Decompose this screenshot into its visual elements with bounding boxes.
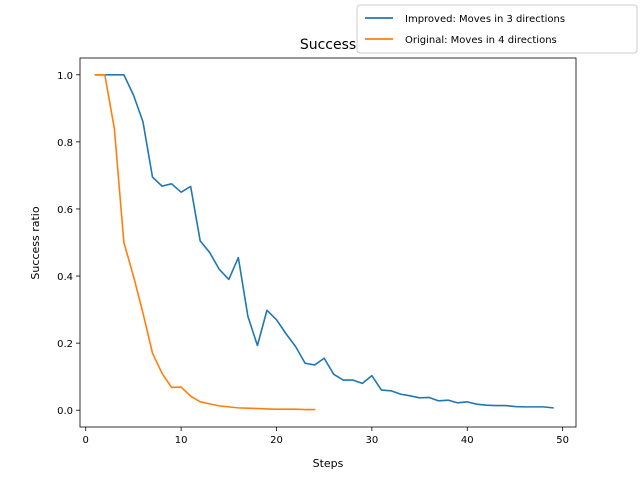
legend-entry-original: Original: Moves in 4 directions — [405, 35, 557, 46]
x-tick-label: 10 — [175, 435, 188, 446]
x-tick-label: 50 — [556, 435, 569, 446]
legend: Improved: Moves in 3 directions Original… — [356, 4, 638, 54]
x-tick-label: 20 — [270, 435, 283, 446]
x-tick-label: 30 — [366, 435, 379, 446]
y-tick-label: 0.6 — [57, 205, 73, 216]
series-layer — [94, 73, 554, 411]
chart-title: Success — [300, 37, 356, 53]
y-tick-label: 0.4 — [57, 272, 73, 283]
y-tick-label: 1.0 — [57, 71, 73, 82]
y-tick-label: 0.0 — [57, 406, 73, 417]
legend-entry-improved: Improved: Moves in 3 directions — [405, 14, 565, 25]
x-axis-label: Steps — [313, 457, 344, 470]
axes-frame — [79, 57, 577, 428]
y-axis-ticks: 0.0 0.2 0.4 0.6 0.8 1.0 — [57, 71, 80, 417]
y-axis-label: Success ratio — [29, 206, 42, 279]
x-tick-label: 0 — [83, 435, 89, 446]
x-tick-label: 40 — [461, 435, 474, 446]
y-tick-label: 0.2 — [57, 339, 73, 350]
plot-area: 0 10 20 30 40 50 0.0 0.2 0.4 0.6 0.8 1.0 — [57, 57, 577, 446]
legend-box — [356, 4, 638, 54]
y-tick-label: 0.8 — [57, 138, 73, 149]
x-axis-ticks: 0 10 20 30 40 50 — [83, 427, 569, 446]
series-line-improved — [94, 73, 554, 409]
series-line-original — [94, 73, 316, 411]
